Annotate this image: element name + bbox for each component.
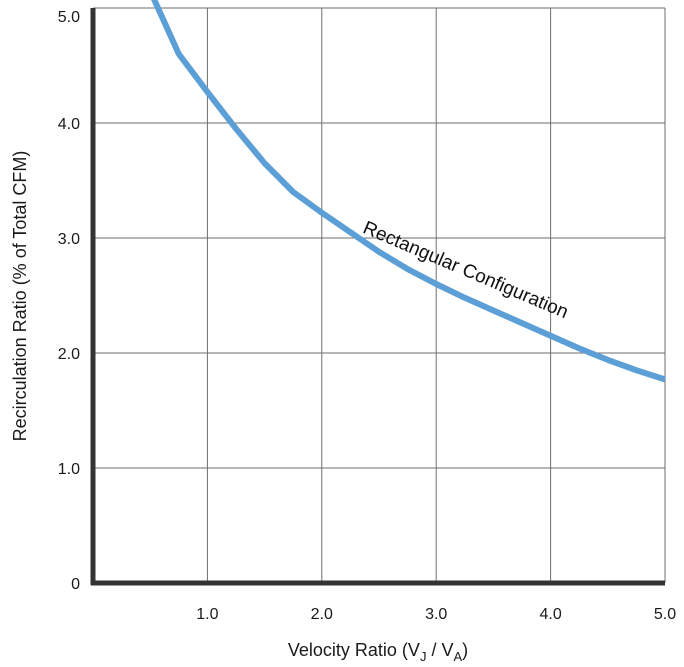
x-tick-label-3: 4.0 xyxy=(539,606,561,623)
y-tick-label-4: 4.0 xyxy=(58,116,80,133)
x-axis-label: Velocity Ratio (VJ / VA) xyxy=(288,640,468,664)
y-tick-label-3: 3.0 xyxy=(58,231,80,248)
series-layer xyxy=(151,0,666,383)
y-axis-label: Recirculation Ratio (% of Total CFM) xyxy=(10,151,30,442)
y-tick-label-2: 2.0 xyxy=(58,346,80,363)
axes xyxy=(90,8,665,586)
grid xyxy=(93,7,666,583)
tick-labels: 1.0 2.0 3.0 4.0 5.0 0 1.0 2.0 3.0 4.0 5.0 xyxy=(58,9,676,623)
x-tick-label-2: 3.0 xyxy=(425,606,447,623)
x-axis-label-sub-a: A xyxy=(453,649,462,664)
x-tick-label-1: 2.0 xyxy=(311,606,333,623)
y-tick-label-0: 0 xyxy=(71,576,80,593)
annotations: Rectangular Configuration xyxy=(360,218,571,324)
annotation-label-0: Rectangular Configuration xyxy=(360,218,571,324)
x-axis-label-end: ) xyxy=(462,640,468,660)
x-tick-label-0: 1.0 xyxy=(196,606,218,623)
x-tick-label-4: 5.0 xyxy=(654,606,676,623)
y-tick-label-5: 5.0 xyxy=(58,9,80,26)
x-axis-label-mid: / V xyxy=(426,640,453,660)
series-line-0 xyxy=(151,0,666,383)
y-tick-label-1: 1.0 xyxy=(58,461,80,478)
x-axis-label-main: Velocity Ratio (V xyxy=(288,640,420,660)
x-axis-label-sub-j: J xyxy=(420,649,427,664)
